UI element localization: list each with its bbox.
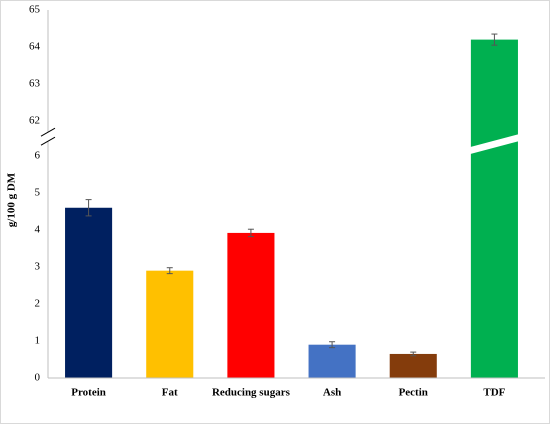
bar: [389, 353, 437, 378]
y-tick-label: 62: [29, 115, 40, 127]
bar: [146, 270, 194, 378]
bar: [227, 232, 275, 378]
y-tick-label: 65: [29, 4, 41, 16]
y-axis-label: g/100 g DM: [6, 172, 18, 227]
y-tick-label: 4: [35, 223, 41, 235]
y-tick-label: 63: [29, 78, 41, 90]
y-tick-label: 0: [35, 372, 41, 384]
x-tick-label: Ash: [323, 387, 341, 399]
y-tick-label: 1: [35, 335, 41, 347]
break-gap: [469, 134, 519, 155]
break-mark: [40, 127, 56, 137]
x-tick-label: Pectin: [399, 387, 428, 399]
x-tick-label: TDF: [483, 387, 505, 399]
bar: [308, 344, 356, 378]
break-mark: [40, 136, 56, 146]
bar: [470, 39, 518, 378]
x-tick-label: Protein: [71, 387, 106, 399]
y-tick-label: 6: [35, 149, 41, 161]
y-tick-label: 5: [35, 186, 41, 198]
bar: [65, 207, 113, 378]
x-tick-label: Reducing sugars: [212, 387, 291, 399]
y-tick-label: 3: [35, 261, 41, 273]
y-tick-label: 64: [29, 41, 41, 53]
x-tick-label: Fat: [162, 387, 178, 399]
y-tick-label: 2: [35, 298, 41, 310]
